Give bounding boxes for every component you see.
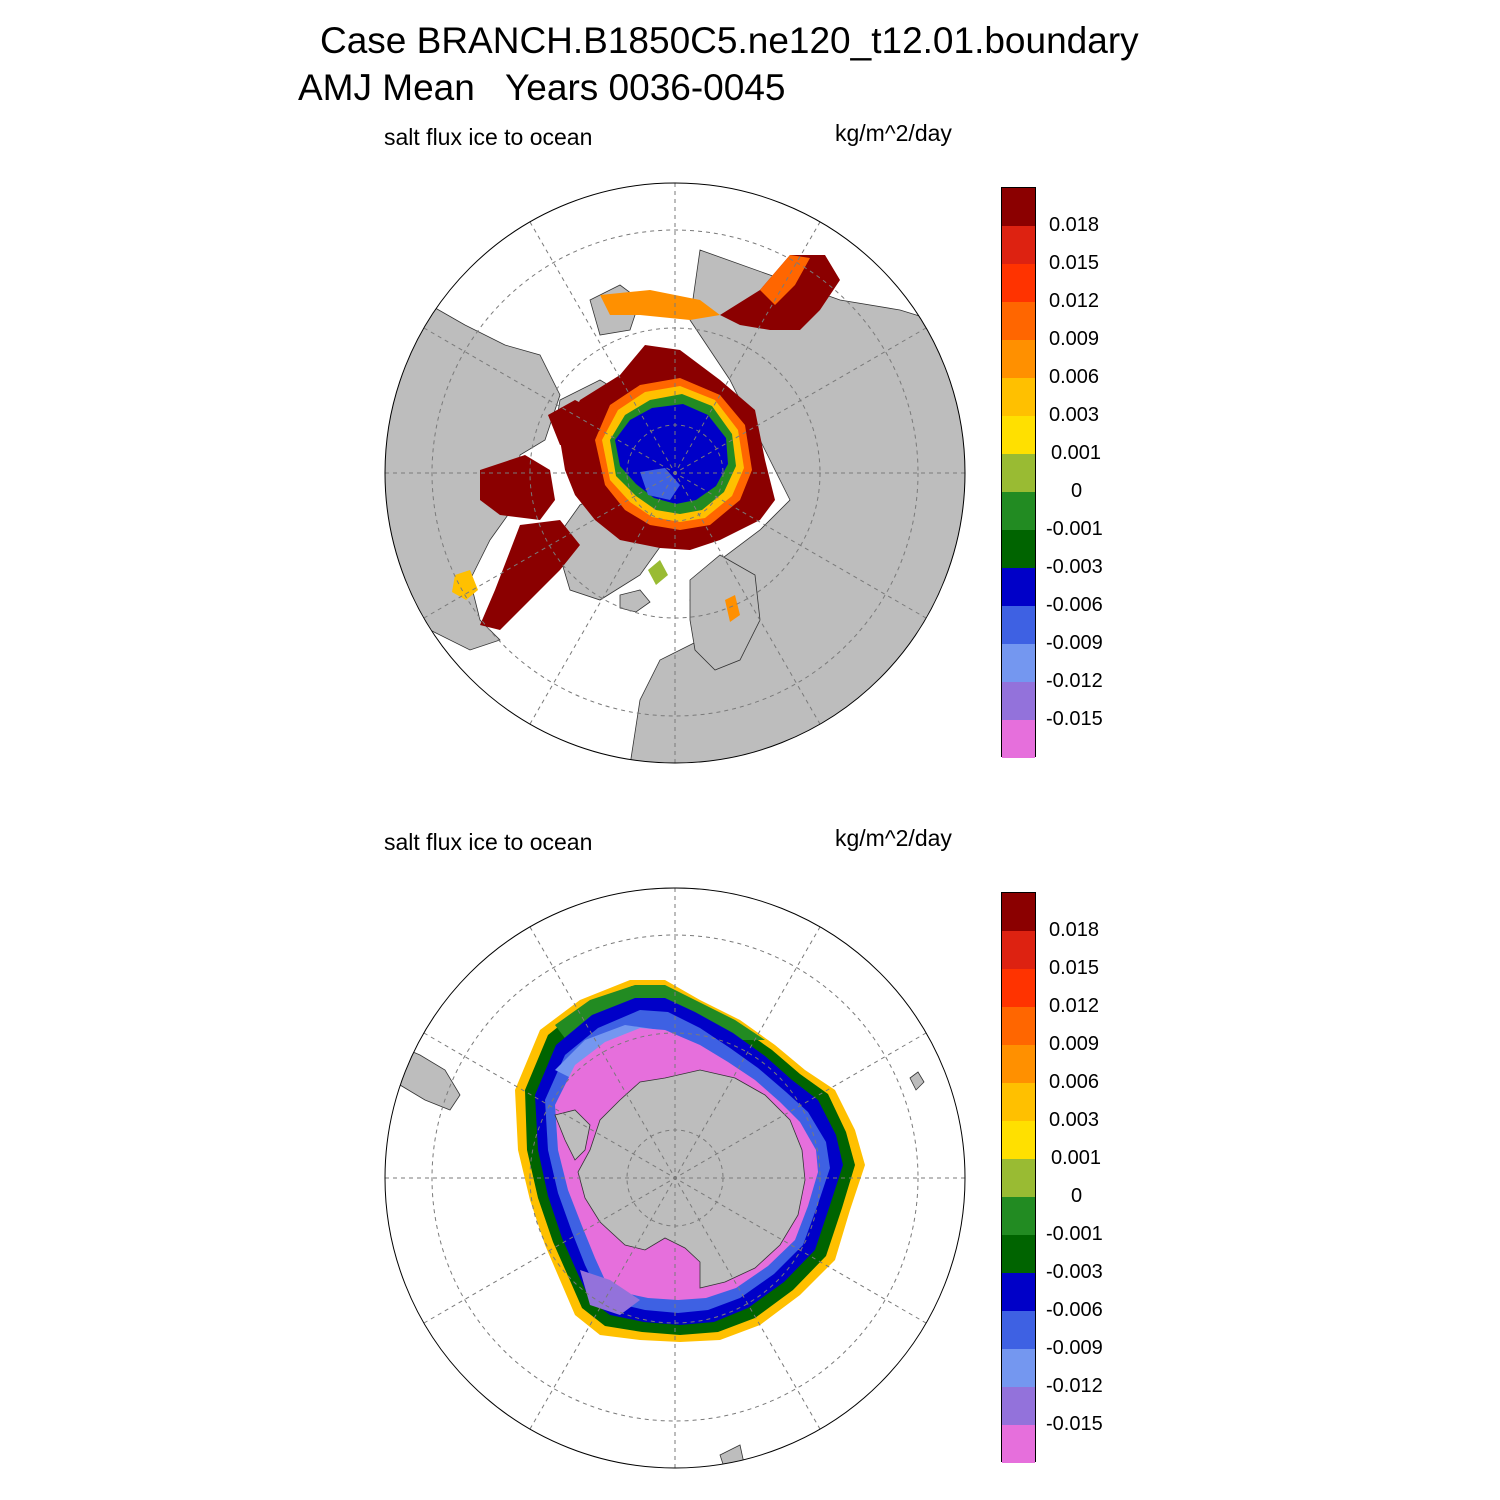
- north-flux-canadian-channels: [548, 400, 600, 445]
- north-flux-labrador-edge: [452, 570, 478, 600]
- south-colorbar-label: 0.009: [1049, 1033, 1100, 1055]
- south-colorbar-label: 0.001: [1051, 1147, 1102, 1169]
- north-flux-light-blue-patch: [640, 468, 680, 500]
- north-colorbar-label: 0.003: [1049, 404, 1100, 426]
- south-colorbar-label: 0.018: [1049, 919, 1100, 941]
- south-colorbar-label: -0.006: [1046, 1299, 1103, 1321]
- figure-title-period: AMJ Mean Years 0036-0045: [298, 67, 786, 108]
- north-colorbar-label: -0.009: [1046, 632, 1103, 654]
- north-land-scandinavia: [689, 554, 761, 671]
- north-colorbar-label: -0.001: [1046, 518, 1103, 540]
- north-polar-map: [384, 182, 966, 764]
- north-colorbar: [1001, 187, 1036, 758]
- north-colorbar-label: 0: [1071, 480, 1083, 502]
- north-colorbar-label: 0.015: [1049, 252, 1100, 274]
- south-colorbar-label: -0.001: [1046, 1223, 1103, 1245]
- south-land-antarctica: [577, 1069, 806, 1289]
- north-ice-field: [452, 255, 840, 630]
- north-variable-label: salt flux ice to ocean: [384, 124, 593, 150]
- south-colorbar-label: -0.009: [1046, 1337, 1103, 1359]
- south-land-africa-tip: [909, 1071, 925, 1091]
- south-colorbar-label: 0.012: [1049, 995, 1100, 1017]
- south-graticule: [385, 888, 965, 1468]
- north-flux-chukchi-band: [600, 290, 720, 320]
- south-land-antarctic-peninsula: [554, 1109, 591, 1161]
- south-colorbar-label: 0.003: [1049, 1109, 1100, 1131]
- south-map-border: [384, 887, 966, 1469]
- north-flux-baltic: [725, 595, 740, 622]
- south-colorbar-label: -0.015: [1046, 1413, 1103, 1435]
- south-colorbar-label: 0: [1071, 1185, 1083, 1207]
- north-colorbar-label: 0.012: [1049, 290, 1100, 312]
- south-polar-map: [384, 887, 966, 1469]
- north-colorbar-label: -0.015: [1046, 708, 1103, 730]
- north-colorbar-label: -0.006: [1046, 594, 1103, 616]
- north-colorbar-label: 0.001: [1051, 442, 1102, 464]
- north-colorbar-label: 0.018: [1049, 214, 1100, 236]
- north-colorbar-label: -0.003: [1046, 556, 1103, 578]
- north-colorbar-label: 0.009: [1049, 328, 1100, 350]
- south-variable-label: salt flux ice to ocean: [384, 829, 593, 855]
- north-flux-bering-edge: [760, 255, 810, 305]
- north-graticule: [385, 183, 965, 763]
- south-colorbar-label: 0.015: [1049, 957, 1100, 979]
- figure-title-case: Case BRANCH.B1850C5.ne120_t12.01.boundar…: [320, 20, 1139, 61]
- north-land-iceland: [619, 589, 651, 613]
- north-flux-greenland-east: [648, 560, 668, 585]
- north-colorbar-label: -0.012: [1046, 670, 1103, 692]
- south-colorbar-label: -0.012: [1046, 1375, 1103, 1397]
- south-colorbar-label: -0.003: [1046, 1261, 1103, 1283]
- north-colorbar-label: 0.006: [1049, 366, 1100, 388]
- north-flux-baffin-labrador: [480, 520, 580, 630]
- south-colorbar-label: 0.006: [1049, 1071, 1100, 1093]
- north-map-border: [384, 182, 966, 764]
- north-units-label: kg/m^2/day: [835, 120, 952, 146]
- south-colorbar: [1001, 892, 1036, 1463]
- north-flux-hudson-bay: [480, 455, 555, 520]
- south-flux-violet-patch: [580, 1270, 640, 1315]
- south-units-label: kg/m^2/day: [835, 825, 952, 851]
